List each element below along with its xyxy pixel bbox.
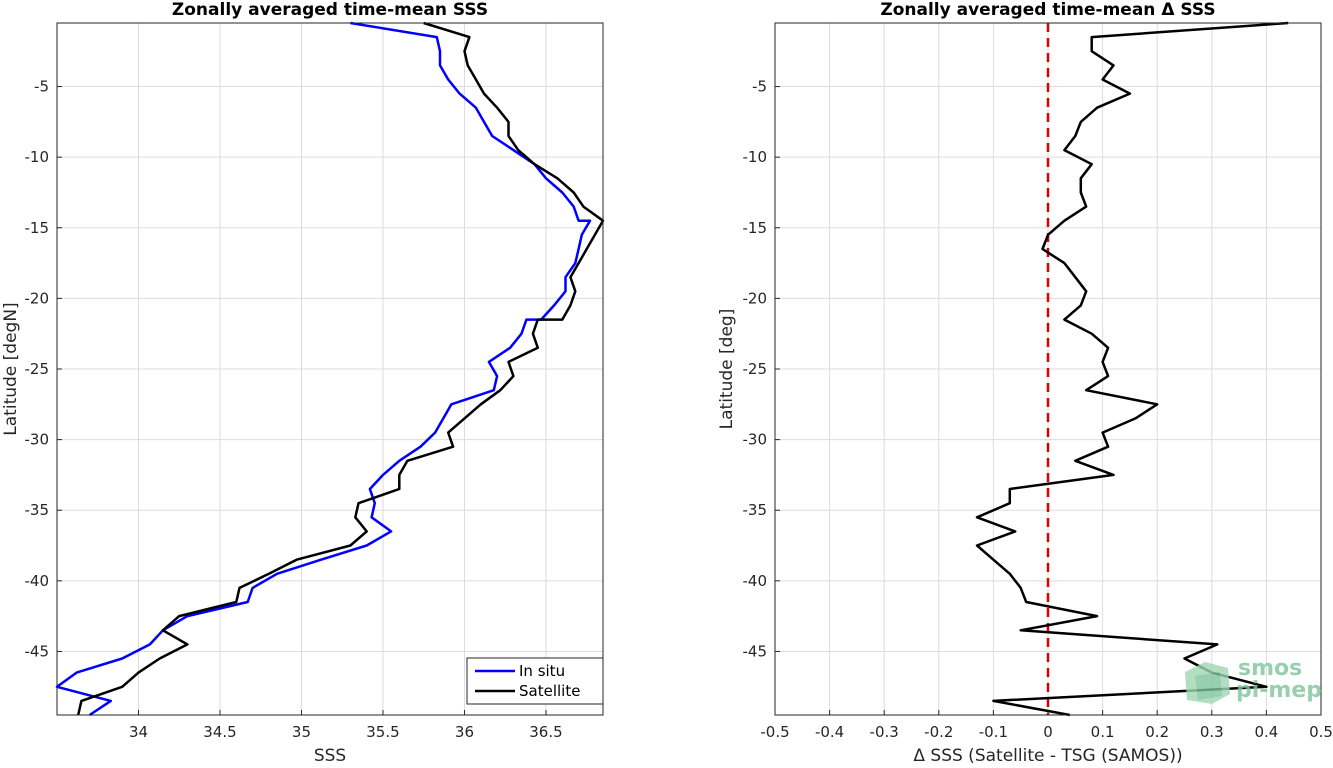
y-tick-label: -45 bbox=[25, 642, 50, 660]
x-tick-label: 35 bbox=[292, 723, 311, 741]
x-tick-label: 0.5 bbox=[1309, 723, 1333, 741]
y-axis-label: Latitude [degN] bbox=[1, 302, 21, 435]
x-tick-label: -0.3 bbox=[870, 723, 899, 741]
left-panel: 34 34.5 35 35.5 36 36.5 -5 -10 -15 -20 -25 -30 -35 -4… bbox=[1, 0, 605, 766]
legend: In situ Satellite bbox=[466, 657, 604, 705]
y-tick-label: -40 bbox=[743, 572, 768, 590]
logo-text-smos: smos bbox=[1238, 656, 1302, 681]
legend-label-satellite: Satellite bbox=[519, 682, 580, 700]
y-tick-label: -5 bbox=[34, 78, 49, 96]
x-axis-label: Δ SSS (Satellite - TSG (SAMOS)) bbox=[913, 746, 1182, 764]
y-tick-label: -35 bbox=[743, 501, 768, 519]
y-tick-label: -15 bbox=[25, 219, 50, 237]
y-tick-label: -25 bbox=[743, 360, 768, 378]
x-tick-label: 36.5 bbox=[529, 723, 562, 741]
y-tick-label: -10 bbox=[743, 148, 768, 166]
chart-title: Zonally averaged time-mean SSS bbox=[172, 0, 488, 20]
legend-box bbox=[466, 657, 604, 705]
x-tick-label: -0.1 bbox=[979, 723, 1008, 741]
y-tick-label: -40 bbox=[25, 572, 50, 590]
x-tick-label: 0.2 bbox=[1145, 723, 1169, 741]
x-tick-label: 36 bbox=[455, 723, 474, 741]
x-tick-label: 0.3 bbox=[1200, 723, 1224, 741]
x-tick-label: 35.5 bbox=[366, 723, 399, 741]
y-axis-label: Latitude [deg] bbox=[717, 309, 737, 430]
y-tick-label: -30 bbox=[25, 431, 50, 449]
legend-label-in-situ: In situ bbox=[519, 662, 565, 680]
y-tick-label: -25 bbox=[25, 360, 50, 378]
x-tick-label: -0.2 bbox=[924, 723, 953, 741]
y-tick-label: -20 bbox=[25, 289, 50, 307]
y-tick-label: -35 bbox=[25, 501, 50, 519]
logo-mark-shade-icon bbox=[1195, 672, 1222, 700]
chart-title: Zonally averaged time-mean Δ SSS bbox=[880, 0, 1215, 20]
x-tick-label: -0.4 bbox=[815, 723, 844, 741]
series-line-satellite bbox=[76, 21, 605, 716]
x-axis-label: SSS bbox=[314, 746, 346, 764]
x-tick-label: 0.1 bbox=[1091, 723, 1115, 741]
x-tick-label: 34.5 bbox=[203, 723, 236, 741]
logo-text-pi-mep: pi-mep bbox=[1236, 678, 1322, 703]
smos-pi-mep-logo: smos pi-mep bbox=[1185, 656, 1322, 704]
axes-frame bbox=[774, 22, 1322, 716]
right-panel: -0.5 -0.4 -0.3 -0.2 -0.1 0 0.1 0.2 0.3 0.4 0.5 -5 -1… bbox=[717, 0, 1333, 766]
y-tick-label: -30 bbox=[743, 431, 768, 449]
y-tick-label: -5 bbox=[752, 78, 767, 96]
y-tick-label: -10 bbox=[25, 148, 50, 166]
y-tick-label: -45 bbox=[743, 642, 768, 660]
x-tick-label: -0.5 bbox=[760, 723, 789, 741]
y-tick-label: -20 bbox=[743, 289, 768, 307]
x-tick-label: 0 bbox=[1043, 723, 1053, 741]
x-tick-label: 0.4 bbox=[1254, 723, 1278, 741]
axes-frame bbox=[56, 22, 604, 716]
x-tick-label: 34 bbox=[129, 723, 148, 741]
y-tick-label: -15 bbox=[743, 219, 768, 237]
series-line-1 bbox=[975, 21, 1289, 717]
series-line-in-situ bbox=[55, 21, 592, 717]
